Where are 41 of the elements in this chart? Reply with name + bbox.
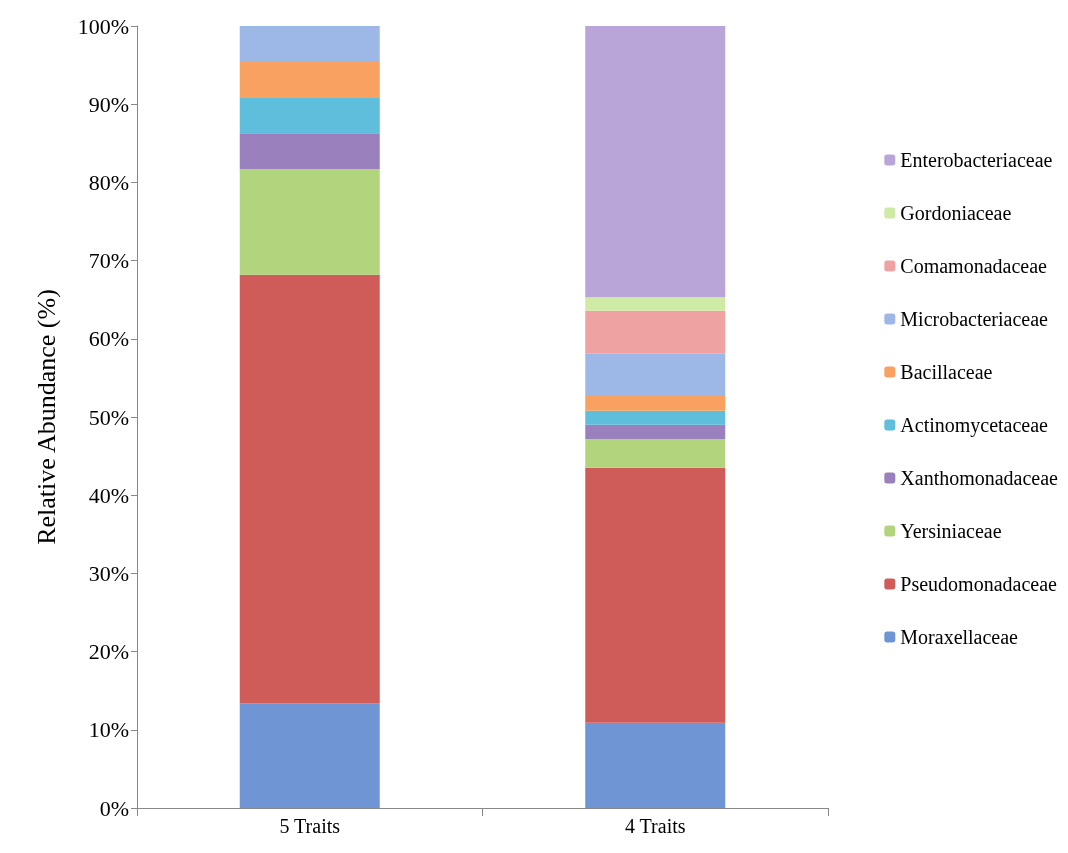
y-tick-label: 40% bbox=[88, 482, 129, 508]
bar bbox=[585, 310, 726, 354]
x-tick-label: 5 Traits bbox=[279, 815, 341, 837]
bar bbox=[585, 297, 726, 311]
bar bbox=[585, 722, 726, 808]
legend-label: Microbacteriaceae bbox=[900, 308, 1049, 330]
x-tick-label: 4 Traits bbox=[624, 815, 686, 837]
legend-label: Moraxellaceae bbox=[900, 626, 1019, 648]
bar bbox=[585, 26, 726, 298]
legend-label: Xanthomonadaceae bbox=[900, 467, 1059, 489]
y-tick-label: 100% bbox=[77, 13, 129, 39]
legend-label: Yersiniaceae bbox=[900, 520, 1002, 542]
legend-label: Bacillaceae bbox=[900, 361, 993, 383]
bar bbox=[585, 438, 726, 468]
bar bbox=[585, 353, 726, 396]
bar bbox=[239, 133, 380, 170]
bar bbox=[239, 703, 380, 808]
legend-label: Actinomycetaceae bbox=[900, 414, 1049, 437]
bar bbox=[585, 395, 726, 411]
y-tick-label: 60% bbox=[88, 326, 129, 352]
bar bbox=[239, 97, 380, 134]
bar bbox=[585, 410, 726, 425]
y-tick-label: 70% bbox=[88, 248, 129, 274]
y-tick-label: 20% bbox=[88, 639, 129, 665]
y-tick-label: 90% bbox=[88, 91, 129, 117]
y-tick-label: 0% bbox=[99, 795, 129, 821]
y-tick-label: 10% bbox=[88, 717, 129, 743]
bar bbox=[239, 61, 380, 98]
y-tick-label: 80% bbox=[88, 169, 129, 195]
bar bbox=[239, 26, 380, 62]
bar bbox=[585, 467, 726, 723]
bar bbox=[239, 169, 380, 275]
bar bbox=[585, 424, 726, 439]
legend-label: Comamonadaceae bbox=[900, 255, 1048, 277]
y-tick-label: 50% bbox=[88, 404, 129, 430]
bar bbox=[239, 274, 380, 704]
legend-label: Gordoniaceae bbox=[900, 202, 1012, 224]
legend-label: Enterobacteriaceae bbox=[900, 149, 1053, 171]
y-tick-label: 30% bbox=[88, 560, 129, 586]
legend-label: Pseudomonadaceae bbox=[900, 573, 1058, 595]
y-axis-title: Relative Abundance (%) bbox=[31, 289, 61, 545]
